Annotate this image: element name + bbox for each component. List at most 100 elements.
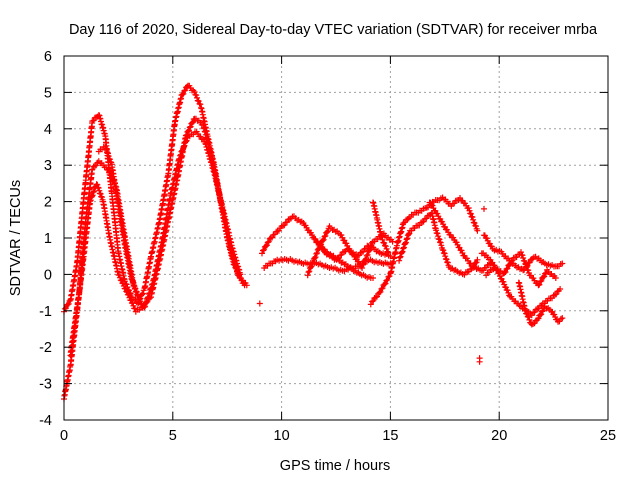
- data-point: [304, 272, 311, 279]
- data-point: [474, 227, 481, 234]
- data-point: [194, 94, 200, 101]
- data-point: [535, 282, 542, 289]
- data-point: [177, 152, 184, 159]
- data-point: [379, 285, 386, 292]
- data-point: [559, 315, 566, 322]
- data-point: [91, 188, 97, 195]
- data-point: [398, 249, 405, 256]
- data-point: [314, 250, 320, 256]
- data-point: [305, 269, 312, 276]
- data-point: [471, 220, 478, 226]
- data-point: [89, 166, 96, 173]
- data-point: [503, 266, 510, 273]
- data-point: [183, 137, 190, 144]
- data-point: [523, 311, 530, 317]
- data-point: [180, 143, 187, 150]
- data-point: [383, 277, 390, 284]
- data-point: [520, 255, 527, 261]
- data-point: [190, 119, 196, 126]
- data-point: [180, 90, 187, 97]
- data-point: [324, 229, 330, 236]
- data-point: [559, 260, 566, 267]
- data-point: [180, 146, 186, 153]
- data-point: [187, 123, 194, 130]
- data-point: [400, 245, 407, 252]
- data-point: [360, 260, 367, 267]
- data-point: [193, 92, 200, 99]
- data-point: [366, 246, 373, 253]
- x-tick-label: 10: [274, 428, 290, 444]
- data-point: [322, 232, 329, 239]
- data-point: [399, 248, 406, 255]
- data-point: [402, 239, 409, 246]
- data-point: [260, 247, 266, 254]
- y-tick-label: 6: [44, 49, 52, 65]
- data-point: [93, 162, 100, 169]
- data-point: [553, 291, 560, 298]
- data-point: [522, 307, 529, 314]
- data-point: [537, 312, 544, 318]
- data-point: [377, 288, 384, 295]
- data-point: [444, 259, 451, 266]
- data-point: [177, 151, 184, 158]
- data-point: [465, 205, 472, 211]
- data-point: [237, 271, 244, 278]
- data-point: [519, 252, 526, 259]
- data-point: [476, 358, 483, 365]
- data-point: [525, 267, 532, 274]
- data-point: [474, 256, 481, 263]
- data-point: [538, 277, 545, 284]
- data-point: [261, 246, 267, 253]
- data-point: [307, 264, 314, 271]
- x-tick-label: 25: [600, 428, 616, 444]
- data-point: [102, 144, 109, 150]
- data-point: [310, 259, 317, 266]
- data-point: [306, 268, 313, 275]
- data-point: [523, 264, 530, 271]
- data-point: [537, 278, 544, 285]
- data-point: [359, 265, 366, 271]
- data-point: [191, 89, 198, 95]
- y-tick-label: 4: [44, 122, 52, 138]
- data-point: [401, 219, 408, 226]
- data-point: [396, 257, 403, 264]
- data-point: [147, 286, 154, 292]
- grid-lines: [64, 56, 608, 420]
- data-point: [106, 156, 113, 163]
- data-point: [381, 281, 388, 288]
- data-point: [241, 282, 248, 289]
- data-point: [129, 276, 136, 283]
- data-point: [481, 205, 487, 212]
- data-point: [466, 207, 473, 214]
- data-point: [501, 269, 508, 276]
- data-point: [100, 127, 107, 134]
- data-point: [181, 142, 188, 149]
- data-point: [186, 124, 193, 131]
- data-point: [195, 98, 202, 105]
- chart-title: Day 116 of 2020, Sidereal Day-to-day VTE…: [69, 22, 598, 38]
- x-tick-label: 20: [491, 428, 507, 444]
- y-tick-label: -1: [39, 304, 52, 320]
- data-point: [363, 252, 370, 259]
- data-point: [359, 261, 366, 268]
- data-point: [123, 288, 130, 295]
- data-point: [130, 279, 137, 286]
- data-point: [473, 223, 479, 230]
- data-point: [362, 256, 369, 263]
- data-point: [369, 298, 376, 305]
- data-point: [65, 300, 72, 307]
- data-point: [367, 243, 374, 250]
- data-point: [176, 155, 183, 162]
- data-point: [526, 259, 533, 266]
- data-point: [521, 258, 528, 265]
- data-point: [320, 236, 327, 243]
- data-point: [368, 242, 375, 249]
- data-point: [531, 320, 538, 327]
- y-tick-label: 2: [44, 195, 52, 211]
- data-point: [363, 255, 369, 262]
- data-point: [538, 311, 545, 318]
- data-points: [61, 82, 566, 402]
- data-point: [402, 240, 409, 247]
- data-point: [367, 301, 374, 308]
